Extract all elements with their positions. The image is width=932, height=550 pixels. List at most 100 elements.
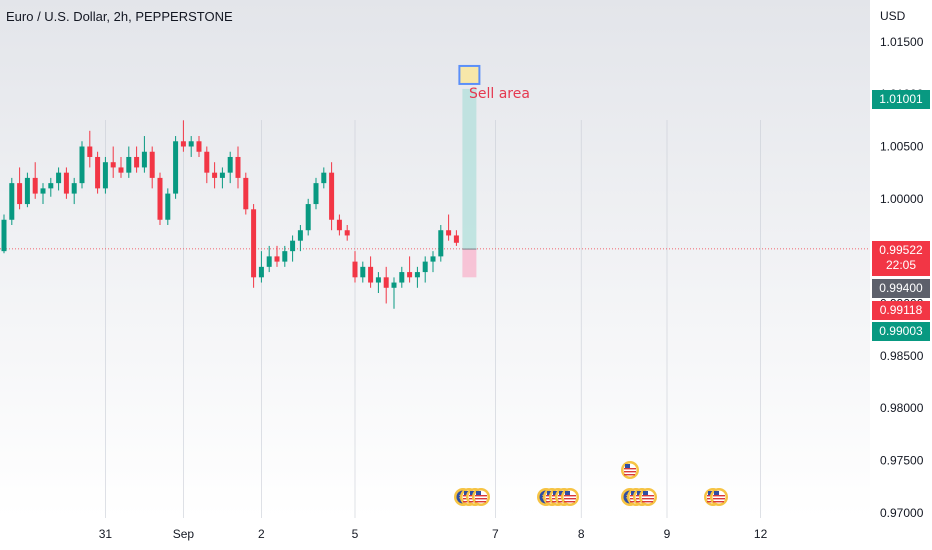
bar-countdown: 22:05 <box>872 258 930 273</box>
green-price-tag: 0.99003 <box>872 322 930 341</box>
time-tick-label: 31 <box>99 527 113 541</box>
candle-body <box>384 277 389 287</box>
candle-body <box>415 272 420 277</box>
candle-body <box>298 230 303 240</box>
candle-body <box>368 267 373 283</box>
us-stripe <box>642 495 654 496</box>
candle-body <box>236 157 241 178</box>
price-tick-label: 0.98500 <box>880 349 924 363</box>
current-price-tag: 0.99522 22:05 <box>872 241 930 276</box>
us-canton <box>714 491 719 495</box>
us-stripe <box>564 498 576 499</box>
us-canton <box>625 464 630 468</box>
candle-body <box>329 173 334 220</box>
candle-body <box>181 141 186 146</box>
candle-body <box>41 188 46 193</box>
candle-body <box>95 157 100 188</box>
candle-body <box>376 277 381 282</box>
candle-body <box>431 256 436 261</box>
red-price-tag: 0.99118 <box>872 301 930 320</box>
candle-body <box>321 173 326 183</box>
current-price-value: 0.99522 <box>872 243 930 258</box>
candle-body <box>353 262 358 278</box>
candle-body <box>259 267 264 277</box>
candle-body <box>345 230 350 235</box>
price-tick-label: 0.97500 <box>880 453 924 467</box>
candle-body <box>275 256 280 261</box>
candle-body <box>220 173 225 178</box>
candle-body <box>243 178 248 209</box>
price-tick-label: 1.00000 <box>880 192 924 206</box>
price-tick-label: 1.01500 <box>880 35 924 49</box>
candle-body <box>407 272 412 277</box>
candle-body <box>438 230 443 256</box>
candle-body <box>360 267 365 277</box>
candle-body <box>142 152 147 168</box>
candle-body <box>17 183 22 204</box>
candle-body <box>9 183 14 220</box>
us-stripe <box>564 501 575 502</box>
us-stripe <box>624 468 636 469</box>
time-tick-label: 9 <box>664 527 671 541</box>
candle-body <box>165 194 170 220</box>
candle-body <box>251 209 256 277</box>
target-zone <box>462 89 476 249</box>
candle-body <box>87 147 92 157</box>
sell-area-label[interactable]: Sell area <box>469 86 530 102</box>
us-stripe <box>642 501 653 502</box>
candle-body <box>103 162 108 188</box>
candle-body <box>2 220 7 251</box>
candle-body <box>392 283 397 288</box>
candle-body <box>150 152 155 178</box>
us-flag-icon[interactable] <box>621 461 639 479</box>
candle-body <box>33 178 38 194</box>
us-stripe <box>475 495 487 496</box>
candle-body <box>126 157 131 173</box>
time-tick-label: 2 <box>258 527 265 541</box>
us-stripe <box>475 498 487 499</box>
time-tick-label: 8 <box>578 527 585 541</box>
candle-body <box>48 183 53 188</box>
candle-body <box>189 141 194 146</box>
high-price-tag: 1.01001 <box>872 90 930 109</box>
candle-body <box>80 147 85 184</box>
us-stripe <box>713 495 725 496</box>
price-tick-label: 0.97000 <box>880 506 924 520</box>
time-tick-label: 12 <box>754 527 768 541</box>
candle-body <box>119 167 124 172</box>
time-axis-background <box>0 518 932 550</box>
us-flag-icon[interactable] <box>710 488 728 506</box>
candle-body <box>399 272 404 282</box>
us-stripe <box>642 498 654 499</box>
candle-body <box>158 178 163 220</box>
candle-body <box>64 173 69 194</box>
candle-body <box>267 256 272 266</box>
us-flag-icon[interactable] <box>561 488 579 506</box>
us-canton <box>643 491 648 495</box>
time-tick-label: 7 <box>492 527 499 541</box>
candle-body <box>72 183 77 193</box>
candle-body <box>282 251 287 261</box>
us-stripe <box>624 474 635 475</box>
us-flag-icon[interactable] <box>639 488 657 506</box>
candle-body <box>212 173 217 178</box>
time-tick-label: Sep <box>173 527 195 541</box>
candle-body <box>423 262 428 272</box>
time-tick-label: 5 <box>352 527 359 541</box>
sell-area-marker <box>459 66 479 84</box>
us-stripe <box>713 501 724 502</box>
candle-body <box>197 141 202 151</box>
price-tick-label: 1.00500 <box>880 140 924 154</box>
symbol-title[interactable]: Euro / U.S. Dollar, 2h, PEPPERSTONE <box>6 9 233 24</box>
candle-body <box>446 230 451 235</box>
us-flag-icon[interactable] <box>472 488 490 506</box>
candle-body <box>337 220 342 230</box>
currency-label[interactable]: USD <box>880 9 905 23</box>
candle-body <box>306 204 311 230</box>
candle-body <box>204 152 209 173</box>
stop-zone <box>462 249 476 277</box>
grey-price-tag: 0.99400 <box>872 279 930 298</box>
candle-body <box>290 241 295 251</box>
candle-body <box>454 235 459 242</box>
